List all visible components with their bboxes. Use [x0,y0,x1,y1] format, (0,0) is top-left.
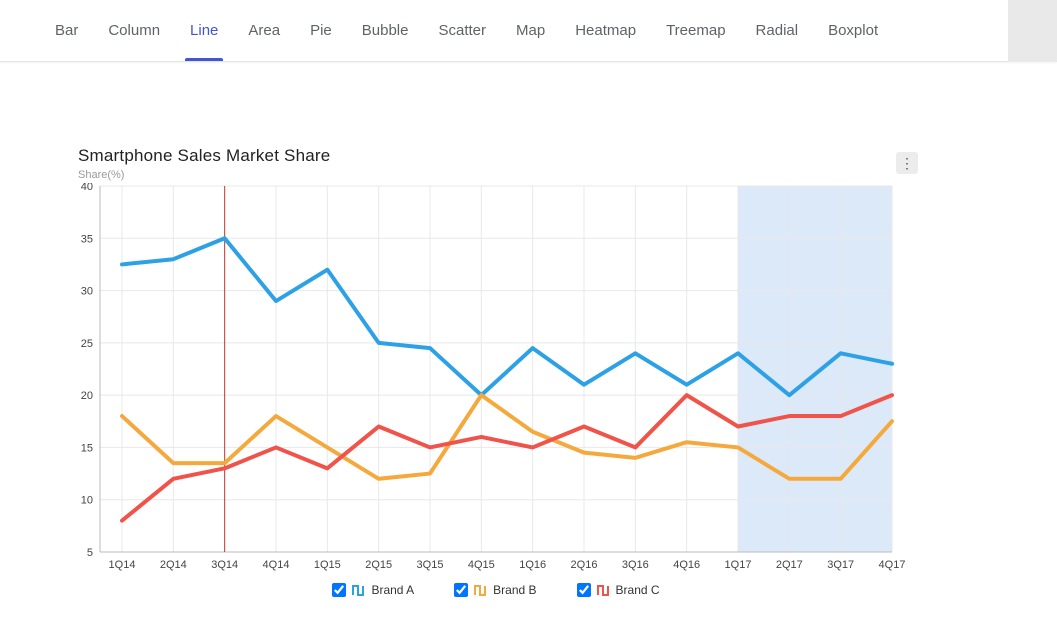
x-axis-tick-label: 2Q14 [160,559,187,571]
legend-item-brand-c[interactable]: Brand C [576,583,660,597]
line-series-icon [596,585,609,596]
y-axis-tick-label: 35 [81,233,93,245]
legend-label: Brand A [371,583,415,597]
legend-label: Brand B [493,583,537,597]
y-axis-tick-label: 15 [81,442,93,454]
tab-bubble[interactable]: Bubble [361,22,409,39]
tab-list: Bar Column Line Area Pie Bubble Scatter Map Heat… [40,0,1057,61]
x-axis-tick-label: 1Q16 [519,559,546,571]
y-axis-tick-label: 30 [81,286,93,298]
chart-container: Smartphone Sales Market Share Share(%) ⋮… [78,146,918,597]
legend-checkbox-brand-a[interactable] [332,583,347,597]
y-axis-tick-label: 10 [81,495,93,507]
line-chart-plot: 5 10 15 20 25 30 35 40 1Q14 2Q14 3Q14 4Q14 1Q15 2Q15 3… [81,183,906,571]
x-axis-tick-label: 2Q15 [365,559,392,571]
legend-checkbox-brand-b[interactable] [454,583,469,597]
x-axis-tick-label: 3Q15 [417,559,444,571]
x-axis-tick-label: 3Q16 [622,559,649,571]
chart-type-navbar: Bar Column Line Area Pie Bubble Scatter Map Heat… [0,0,1057,62]
x-axis-tick-label: 4Q17 [879,559,906,571]
x-axis-tick-label: 2Q16 [571,559,598,571]
chart-y-axis-title: Share(%) [78,169,125,181]
y-axis-tick-label: 25 [81,338,93,350]
legend-item-brand-b[interactable]: Brand B [454,583,537,597]
x-axis-tick-label: 1Q14 [109,559,136,571]
scrollbar-corner [1008,0,1057,62]
series-line-brand-b[interactable] [120,393,894,481]
highlight-band [738,186,892,552]
tab-scatter[interactable]: Scatter [438,22,487,39]
y-axis-tick-label: 5 [87,547,93,559]
tab-pie[interactable]: Pie [310,22,332,39]
series-line-brand-a[interactable] [120,236,894,398]
legend-label: Brand C [615,583,660,597]
x-axis-tick-label: 1Q17 [725,559,752,571]
tab-column[interactable]: Column [108,22,161,39]
tab-bar[interactable]: Bar [55,22,79,39]
legend-checkbox-brand-c[interactable] [576,583,591,597]
x-axis-tick-label: 4Q16 [673,559,700,571]
series-line-brand-c[interactable] [120,393,894,523]
x-axis-tick-label: 3Q17 [827,559,854,571]
tab-area[interactable]: Area [248,22,281,39]
tab-treemap[interactable]: Treemap [666,22,726,39]
x-axis-tick-label: 3Q14 [211,559,238,571]
line-series-icon [474,585,487,596]
x-axis-tick-label: 2Q17 [776,559,803,571]
tab-boxplot[interactable]: Boxplot [828,22,879,39]
y-axis-tick-label: 40 [81,183,93,193]
legend-item-brand-a[interactable]: Brand A [332,583,414,597]
x-axis-tick-label: 4Q14 [263,559,290,571]
chart-title: Smartphone Sales Market Share [78,146,331,165]
x-axis-tick-label: 1Q15 [314,559,341,571]
chart-legend: Brand A Brand B Brand C [78,583,914,597]
line-series-icon [352,585,365,596]
tab-heatmap[interactable]: Heatmap [575,22,637,39]
tab-radial[interactable]: Radial [755,22,799,39]
chart-menu-button[interactable]: ⋮ [896,152,918,174]
x-axis-tick-label: 4Q15 [468,559,495,571]
tab-line[interactable]: Line [175,0,233,61]
tab-map[interactable]: Map [516,22,546,39]
y-axis-tick-label: 20 [81,390,93,402]
